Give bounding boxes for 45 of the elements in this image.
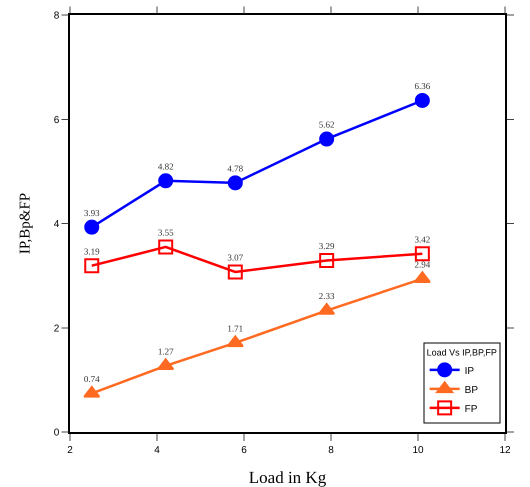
data-label: 3.93 (84, 208, 100, 218)
point (84, 258, 100, 274)
point (158, 173, 174, 188)
y-axis-title: IP,Bp&FP (18, 192, 34, 254)
data-label: 6.36 (414, 81, 431, 92)
point (226, 335, 244, 348)
point (228, 175, 243, 190)
point (319, 253, 334, 268)
data-label: 0.74 (84, 374, 100, 384)
y-tick-label: 0 (54, 428, 60, 438)
y-tick-label: 2 (54, 323, 60, 334)
data-label: 2.33 (318, 291, 336, 302)
point (414, 92, 430, 108)
data-label: 3.42 (414, 234, 430, 244)
data-label: 3.29 (318, 241, 336, 252)
y-tick-label: 6 (54, 114, 60, 126)
x-tick-label: 8 (328, 444, 334, 456)
x-tick-label: 2 (67, 444, 74, 456)
x-tick-label: 6 (241, 444, 248, 456)
data-label: 3.07 (227, 252, 244, 263)
legend-label: IP (464, 366, 474, 377)
data-label: 1.27 (158, 346, 174, 356)
point (228, 264, 243, 280)
data-label: 4.82 (158, 161, 174, 172)
point (83, 386, 100, 398)
y-tick-label: 8 (54, 10, 60, 22)
point (414, 246, 430, 262)
y-tick-label: 4 (54, 219, 60, 230)
data-label: 1.71 (227, 323, 244, 334)
data-label: 5.62 (318, 120, 335, 130)
data-label: 2.94 (414, 259, 431, 270)
x-tick-label: 12 (499, 444, 511, 456)
point (319, 132, 334, 147)
legend-label: BP (464, 384, 478, 396)
data-label: 3.55 (158, 228, 174, 238)
x-axis-title: Load in Kg (248, 468, 327, 487)
legend-title: Load Vs IP,BP,FP (426, 347, 497, 358)
point (158, 239, 174, 254)
x-tick-label: 4 (154, 444, 160, 456)
point (84, 220, 100, 235)
x-tick-label: 10 (412, 444, 424, 456)
data-label: 3.19 (84, 246, 100, 256)
legend-label: FP (464, 404, 478, 415)
point (157, 358, 174, 370)
data-label: 4.78 (227, 163, 244, 174)
